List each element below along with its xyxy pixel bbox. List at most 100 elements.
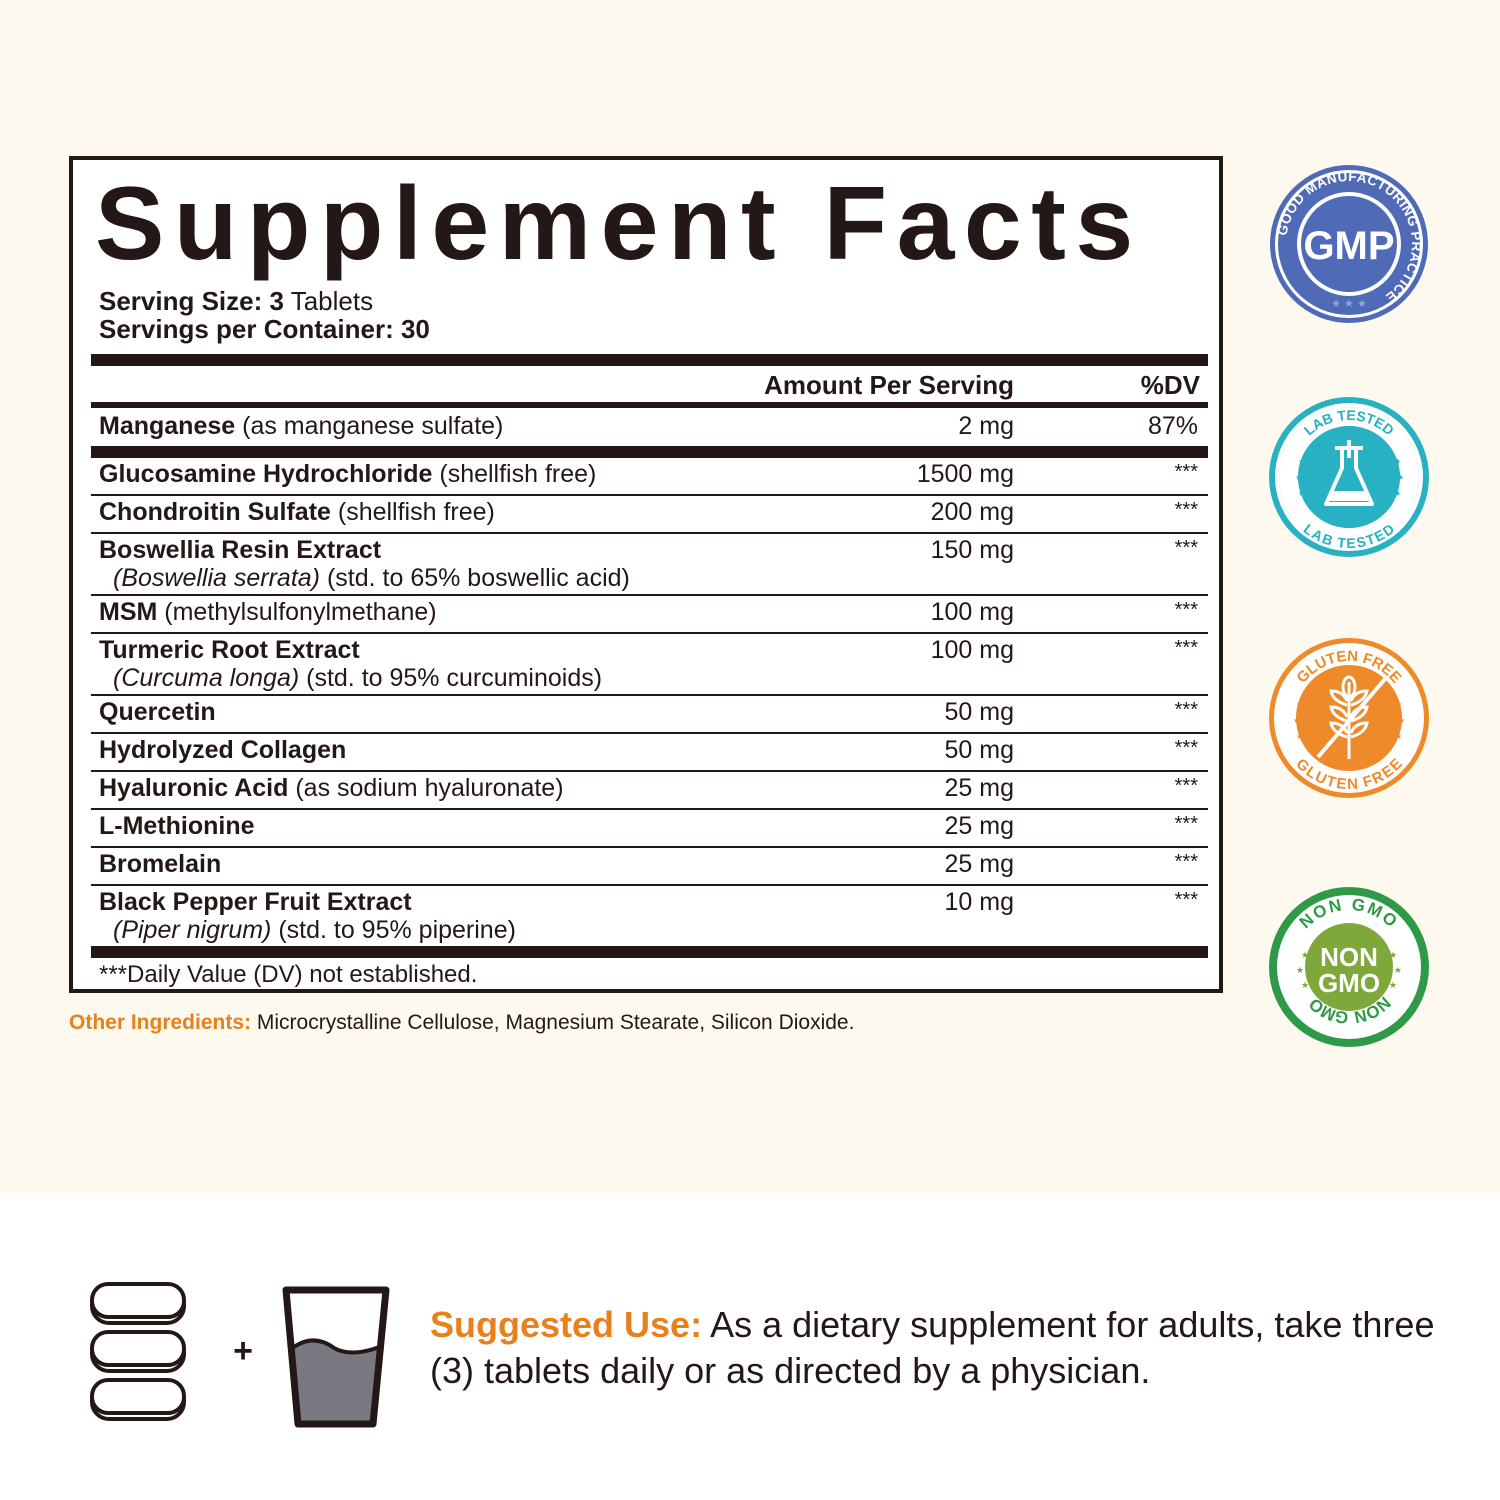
svg-text:★ ★ ★: ★ ★ ★ (1331, 298, 1367, 310)
row-divider (91, 808, 1208, 810)
ingredient-name: L-Methionine (99, 812, 255, 840)
ingredient-name: MSM (99, 598, 158, 626)
ingredient-standardization: (std. to 95% curcuminoids) (299, 664, 603, 692)
ingredient-dv: *** (1174, 599, 1198, 621)
ingredient-botanical: (Boswellia serrata) (113, 564, 321, 592)
svg-text:★: ★ (1296, 700, 1303, 709)
svg-text:★: ★ (1398, 716, 1405, 725)
row-divider (91, 594, 1208, 596)
ingredient-amount: 50 mg (944, 736, 1014, 764)
table-header: Amount Per Serving %DV (91, 366, 1208, 402)
svg-text:★: ★ (1298, 489, 1305, 498)
gluten-free-seal: GLUTEN FREE GLUTEN FREE ★ ★ ★ ★ ★ ★ (1268, 637, 1430, 799)
ingredient-name: Black Pepper Fruit Extract (99, 888, 412, 916)
table-row: Hyaluronic Acid (as sodium hyaluronate) … (91, 772, 1208, 808)
ingredient-dv: *** (1174, 775, 1198, 797)
ingredient-amount: 25 mg (944, 850, 1014, 878)
table-row: Bromelain 25 mg *** (91, 848, 1208, 884)
table-row: Quercetin 50 mg *** (91, 696, 1208, 732)
wheat-crossed-icon (1316, 675, 1387, 759)
svg-text:★: ★ (1389, 950, 1397, 960)
suggested-use-icons: + (88, 1282, 418, 1437)
ingredient-dv: *** (1174, 737, 1198, 759)
ingredient-dv: 87% (1147, 412, 1198, 440)
table-row: Chondroitin Sulfate (shellfish free) 200… (91, 496, 1208, 532)
flask-icon (1324, 440, 1374, 506)
row-divider (91, 846, 1208, 848)
ingredient-amount: 150 mg (930, 536, 1014, 564)
table-row: Black Pepper Fruit Extract (Piper nigrum… (91, 886, 1208, 946)
plus-sign: + (233, 1332, 253, 1370)
svg-text:★: ★ (1301, 950, 1309, 960)
ingredient-amount: 10 mg (944, 888, 1014, 916)
dv-footnote: ***Daily Value (DV) not established. (99, 961, 478, 988)
ingredient-name: Glucosamine Hydrochloride (99, 460, 433, 488)
svg-text:★: ★ (1395, 700, 1402, 709)
suggested-use-label: Suggested Use: (430, 1304, 703, 1345)
ingredient-amount: 25 mg (944, 774, 1014, 802)
ingredient-detail: (methylsulfonylmethane) (157, 598, 437, 626)
ingredient-botanical: (Piper nigrum) (113, 916, 272, 944)
divider-thick (91, 446, 1208, 458)
ingredient-amount: 50 mg (944, 698, 1014, 726)
ingredient-dv: *** (1174, 699, 1198, 721)
row-divider (91, 732, 1208, 734)
ingredient-dv: *** (1174, 889, 1198, 911)
ingredient-dv: *** (1174, 461, 1198, 483)
table-row: Boswellia Resin Extract (Boswellia serra… (91, 534, 1208, 594)
supplement-facts-panel: Supplement Facts Serving Size: 3 Tablets… (69, 156, 1223, 993)
ingredient-name: Turmeric Root Extract (99, 636, 360, 664)
svg-text:★: ★ (1397, 473, 1404, 482)
gmp-center-text: GMP (1303, 224, 1394, 268)
ingredient-dv: *** (1174, 499, 1198, 521)
table-row: Manganese (as manganese sulfate) 2 mg 87… (91, 408, 1208, 446)
serving-size-unit: Tablets (283, 286, 374, 316)
ingredient-dv: *** (1174, 813, 1198, 835)
suggested-use: Suggested Use: As a dietary supplement f… (430, 1302, 1440, 1394)
ingredient-dv: *** (1174, 637, 1198, 659)
svg-text:★: ★ (1394, 489, 1401, 498)
tablet-stack-icon (90, 1282, 186, 1421)
ingredient-detail: (as sodium hyaluronate) (288, 774, 564, 802)
ingredient-name: Hyaluronic Acid (99, 774, 289, 802)
servings-per-container: Servings per Container: 30 (99, 314, 430, 344)
ingredient-detail: (as manganese sulfate) (235, 412, 504, 440)
other-ingredients-label: Other Ingredients: (69, 1011, 252, 1034)
svg-text:★: ★ (1395, 732, 1402, 741)
nongmo-center-line1: NON (1320, 942, 1378, 972)
other-ingredients: Other Ingredients: Microcrystalline Cell… (69, 1010, 854, 1036)
table-row: Turmeric Root Extract (Curcuma longa) (s… (91, 634, 1208, 694)
row-divider (91, 632, 1208, 634)
svg-text:★: ★ (1394, 965, 1402, 975)
serving-size-label: Serving Size: 3 (99, 286, 284, 316)
ingredient-dv: *** (1174, 851, 1198, 873)
ingredient-amount: 1500 mg (916, 460, 1014, 488)
serving-info: Serving Size: 3 Tablets Servings per Con… (99, 287, 430, 343)
ingredient-dv: *** (1174, 537, 1198, 559)
ingredient-standardization: (std. to 65% boswellic acid) (320, 564, 630, 592)
column-amount: Amount Per Serving (764, 370, 1014, 400)
svg-text:★: ★ (1293, 716, 1300, 725)
row-divider (91, 884, 1208, 886)
non-gmo-seal-icon: NON GMO NON GMO ★ ★ ★ ★ ★ ★ NON GMO (1268, 886, 1430, 1048)
divider-thick (91, 946, 1208, 958)
ingredient-name: Hydrolyzed Collagen (99, 736, 347, 764)
ingredient-name: Boswellia Resin Extract (99, 536, 382, 564)
gmp-seal-icon: GOOD MANUFACTURING PRACTICE GMP ★ ★ ★ (1268, 163, 1430, 325)
column-dv: %DV (1140, 370, 1200, 400)
ingredient-amount: 100 mg (930, 636, 1014, 664)
ingredient-name: Manganese (99, 412, 236, 440)
water-glass-icon (282, 1286, 390, 1428)
divider-thick (91, 354, 1208, 366)
ingredient-amount: 2 mg (958, 412, 1014, 440)
row-divider (91, 770, 1208, 772)
row-divider (91, 532, 1208, 534)
suggested-use-text: As a dietary supplement for adults, take… (430, 1304, 1435, 1391)
svg-text:★: ★ (1296, 965, 1304, 975)
ingredient-name: Bromelain (99, 850, 222, 878)
table-row: L-Methionine 25 mg *** (91, 810, 1208, 846)
table-row: Hydrolyzed Collagen 50 mg *** (91, 734, 1208, 770)
ingredient-name: Chondroitin Sulfate (99, 498, 331, 526)
ingredient-detail: (shellfish free) (432, 460, 597, 488)
row-divider (91, 494, 1208, 496)
